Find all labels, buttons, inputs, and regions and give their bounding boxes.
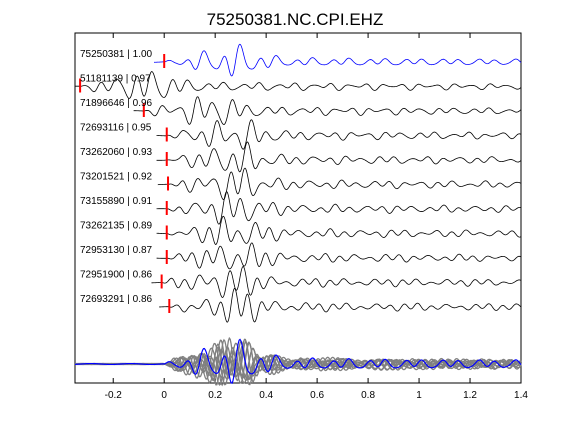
- trace-line: [153, 43, 522, 77]
- trace-line: [133, 96, 522, 125]
- trace-line: [151, 265, 522, 299]
- x-tick-label: 1.4: [514, 390, 528, 401]
- trace-label: 71896646 | 0.96: [80, 98, 153, 109]
- trace-line: [156, 242, 522, 270]
- axes-box: [74, 32, 522, 384]
- x-tick-label: 0.6: [310, 390, 324, 401]
- x-tick-label: 0.2: [208, 390, 222, 401]
- trace-panel: 75250381 | 1.00 51181139 | 0.97 71896646 |…: [74, 43, 522, 323]
- trace-label: 51181139 | 0.97: [80, 74, 151, 85]
- trace-label: 75250381 | 1.00: [80, 49, 153, 60]
- trace-label: 73262060 | 0.93: [80, 147, 153, 158]
- x-axis-ticks: -0.2 0 0.2 0.4 0.6 0.8 1 1.2 1.4: [105, 33, 528, 401]
- trace-label: 73155890 | 0.91: [80, 196, 153, 207]
- trace-label: 72693291 | 0.86: [80, 294, 153, 305]
- trace-line: [159, 287, 522, 323]
- trace-line: [74, 70, 522, 99]
- trace-label: 72693116 | 0.95: [80, 123, 152, 134]
- plot-axes: [74, 32, 522, 384]
- x-tick-label: 0.4: [259, 390, 273, 401]
- trace-line: [156, 119, 522, 150]
- trace-line: [156, 215, 522, 245]
- stacked-waveforms: [74, 336, 522, 387]
- trace-label: 73201521 | 0.92: [80, 172, 153, 183]
- x-tick-label: 0: [161, 390, 167, 401]
- trace-line: [157, 167, 522, 201]
- trace-label: 72951900 | 0.86: [80, 270, 153, 281]
- chart-title: 75250381.NC.CPI.EHZ: [207, 10, 384, 29]
- trace-line: [156, 191, 522, 225]
- trace-label: 73262135 | 0.89: [80, 221, 153, 232]
- x-tick-label: -0.2: [105, 390, 123, 401]
- stack-reference-trace: [74, 338, 522, 385]
- x-tick-label: 1.2: [463, 390, 477, 401]
- trace-label: 72953130 | 0.87: [80, 245, 153, 256]
- x-tick-label: 0.8: [361, 390, 375, 401]
- x-tick-label: 1: [416, 390, 422, 401]
- trace-line: [156, 141, 522, 173]
